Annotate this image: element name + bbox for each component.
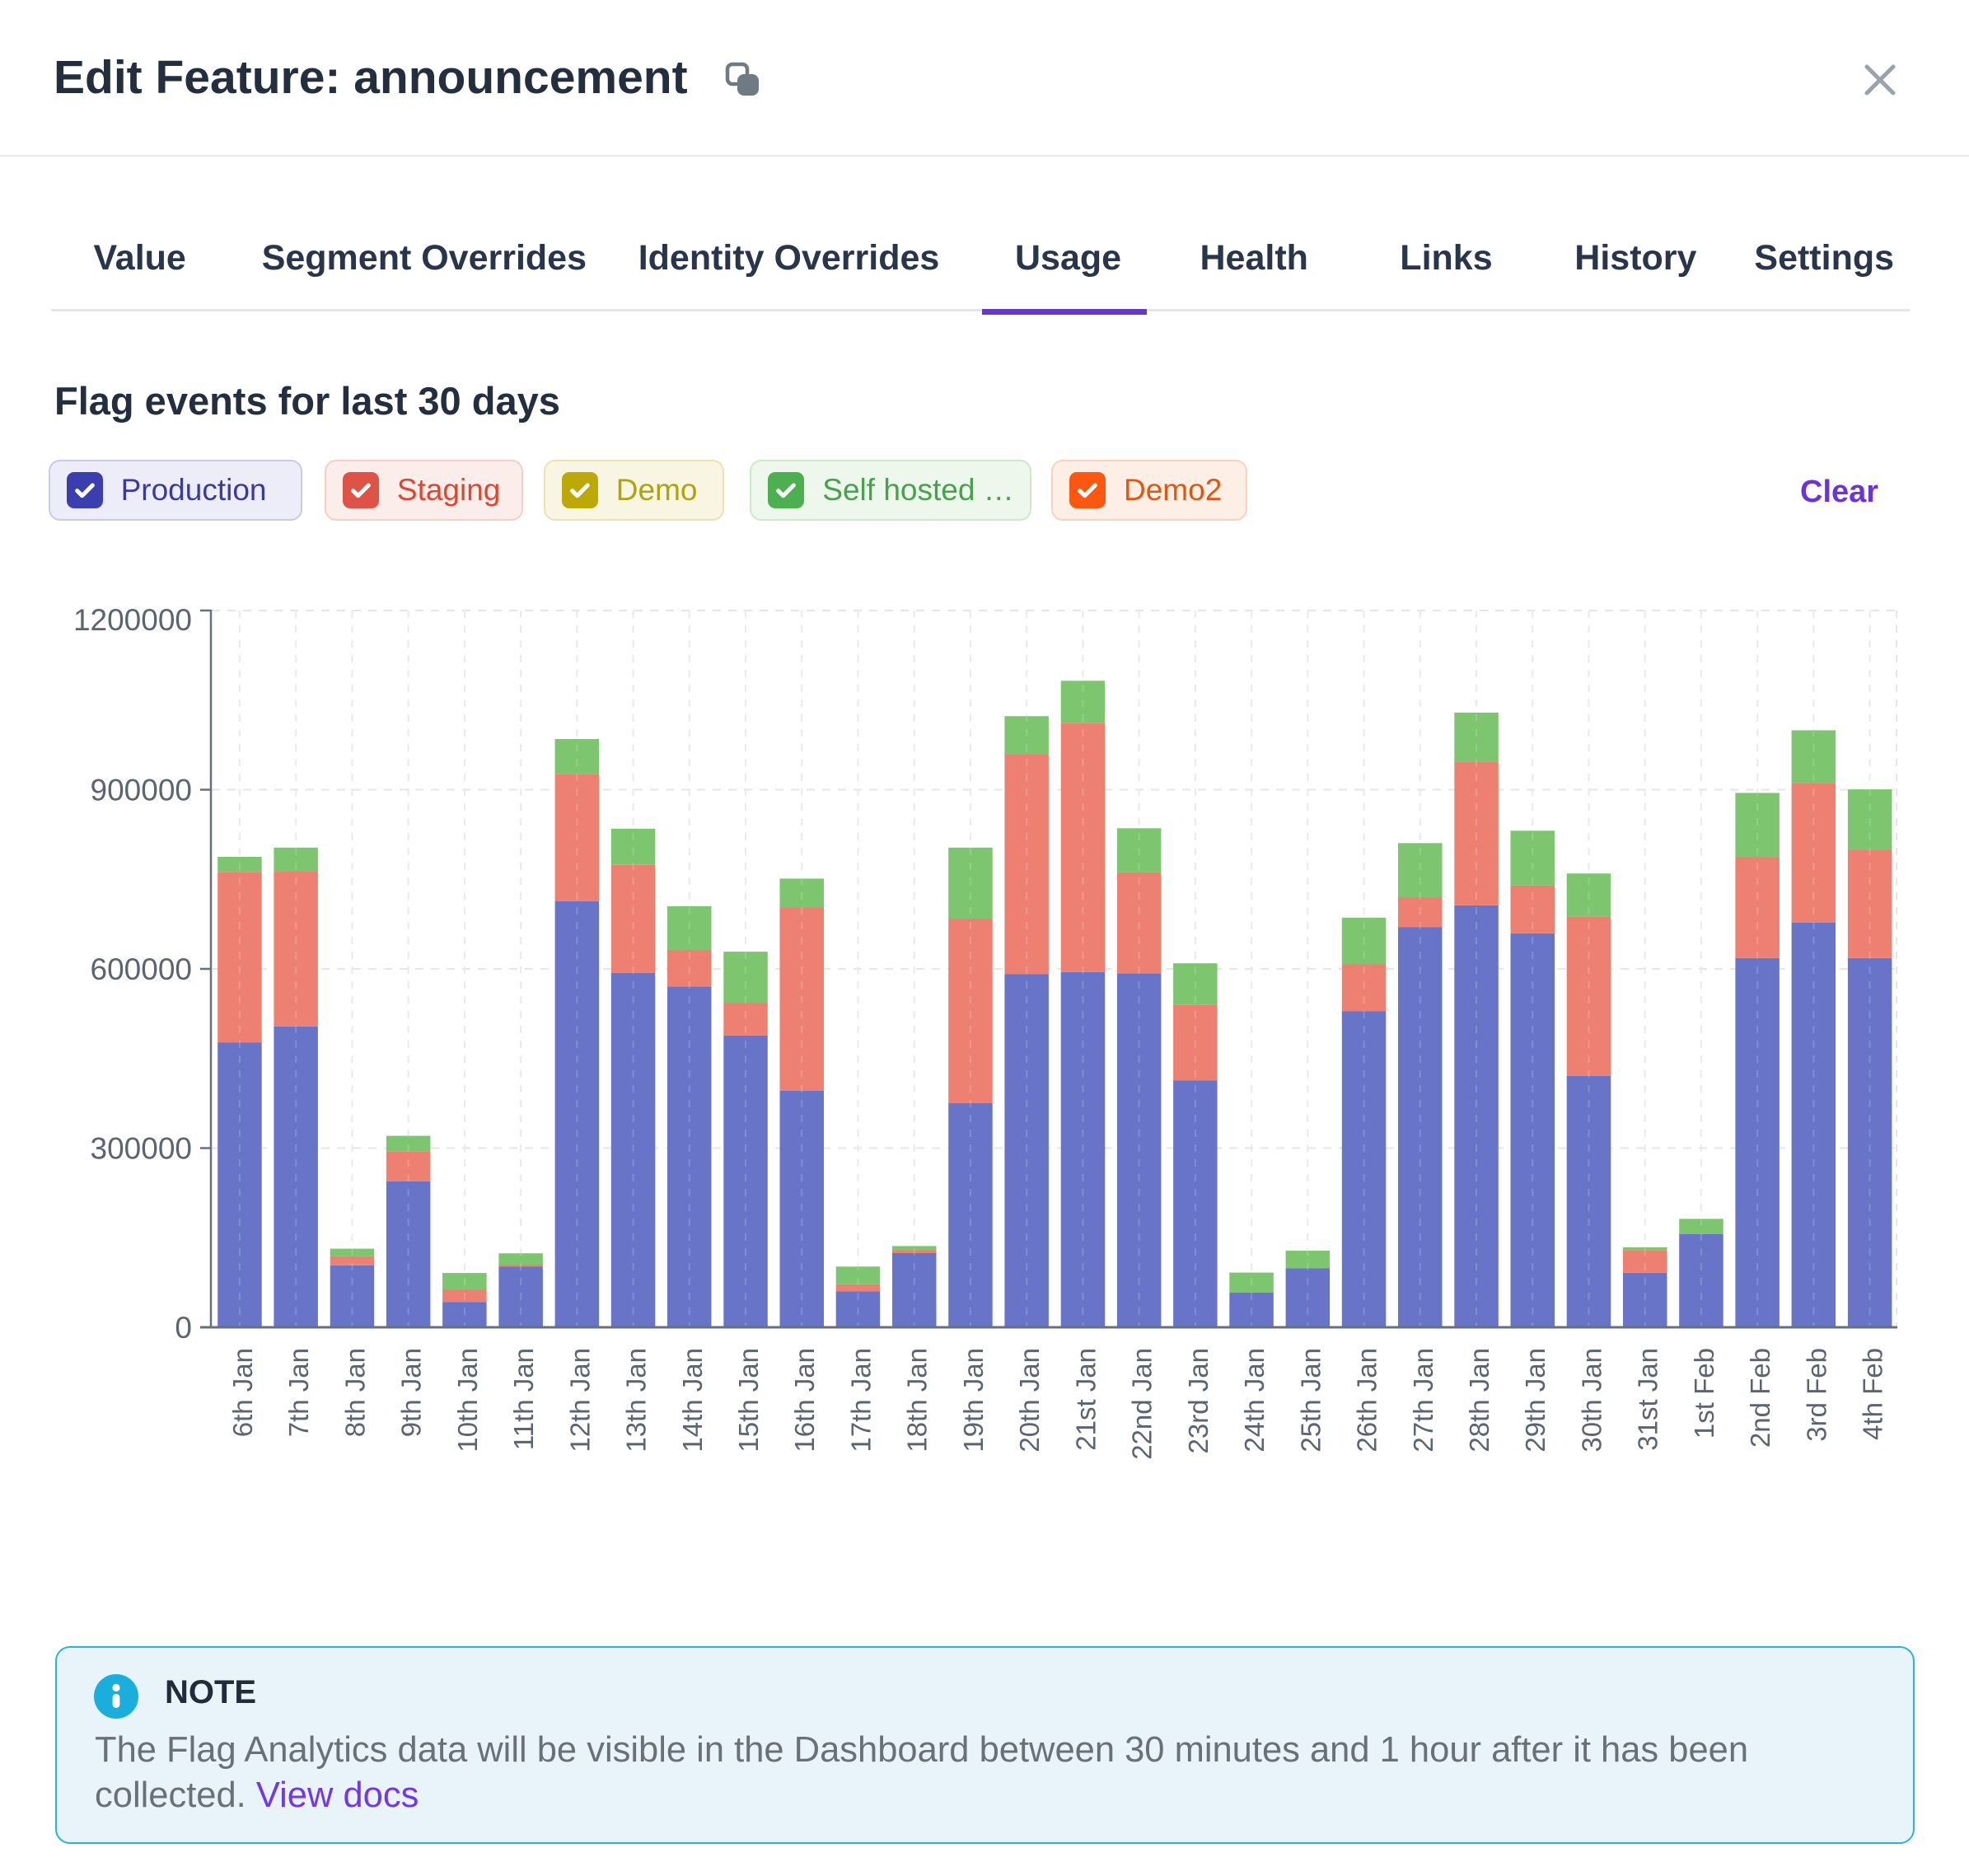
svg-text:900000: 900000 (91, 774, 192, 807)
svg-text:4th Feb: 4th Feb (1858, 1348, 1888, 1440)
svg-text:29th Jan: 29th Jan (1520, 1348, 1550, 1453)
svg-text:1st Feb: 1st Feb (1689, 1348, 1719, 1439)
svg-text:600000: 600000 (91, 952, 192, 986)
svg-text:9th Jan: 9th Jan (396, 1348, 427, 1437)
svg-text:17th Jan: 17th Jan (846, 1348, 877, 1453)
svg-text:31st Jan: 31st Jan (1633, 1348, 1663, 1451)
svg-text:24th Jan: 24th Jan (1239, 1348, 1270, 1453)
svg-text:1200000: 1200000 (73, 603, 192, 637)
svg-text:21st Jan: 21st Jan (1070, 1348, 1101, 1451)
svg-text:30th Jan: 30th Jan (1577, 1348, 1607, 1453)
svg-text:12th Jan: 12th Jan (564, 1348, 595, 1453)
svg-text:300000: 300000 (91, 1132, 192, 1166)
svg-text:27th Jan: 27th Jan (1408, 1348, 1438, 1453)
svg-text:10th Jan: 10th Jan (452, 1348, 483, 1453)
svg-text:20th Jan: 20th Jan (1014, 1348, 1045, 1453)
svg-text:3rd Feb: 3rd Feb (1801, 1348, 1831, 1442)
svg-text:2nd Feb: 2nd Feb (1745, 1348, 1775, 1448)
svg-text:13th Jan: 13th Jan (621, 1348, 652, 1453)
svg-text:8th Jan: 8th Jan (339, 1348, 370, 1437)
svg-text:6th Jan: 6th Jan (227, 1348, 258, 1437)
svg-text:7th Jan: 7th Jan (283, 1348, 314, 1437)
svg-text:28th Jan: 28th Jan (1464, 1348, 1494, 1453)
svg-text:0: 0 (175, 1311, 192, 1345)
svg-text:26th Jan: 26th Jan (1352, 1348, 1382, 1453)
svg-text:18th Jan: 18th Jan (902, 1348, 933, 1453)
svg-text:19th Jan: 19th Jan (958, 1348, 989, 1453)
svg-text:11th Jan: 11th Jan (508, 1348, 539, 1450)
svg-text:23rd Jan: 23rd Jan (1183, 1348, 1214, 1453)
svg-text:14th Jan: 14th Jan (677, 1348, 708, 1453)
svg-text:16th Jan: 16th Jan (789, 1348, 820, 1453)
svg-text:25th Jan: 25th Jan (1295, 1348, 1326, 1453)
svg-text:22nd Jan: 22nd Jan (1127, 1348, 1158, 1460)
svg-text:15th Jan: 15th Jan (733, 1348, 764, 1453)
